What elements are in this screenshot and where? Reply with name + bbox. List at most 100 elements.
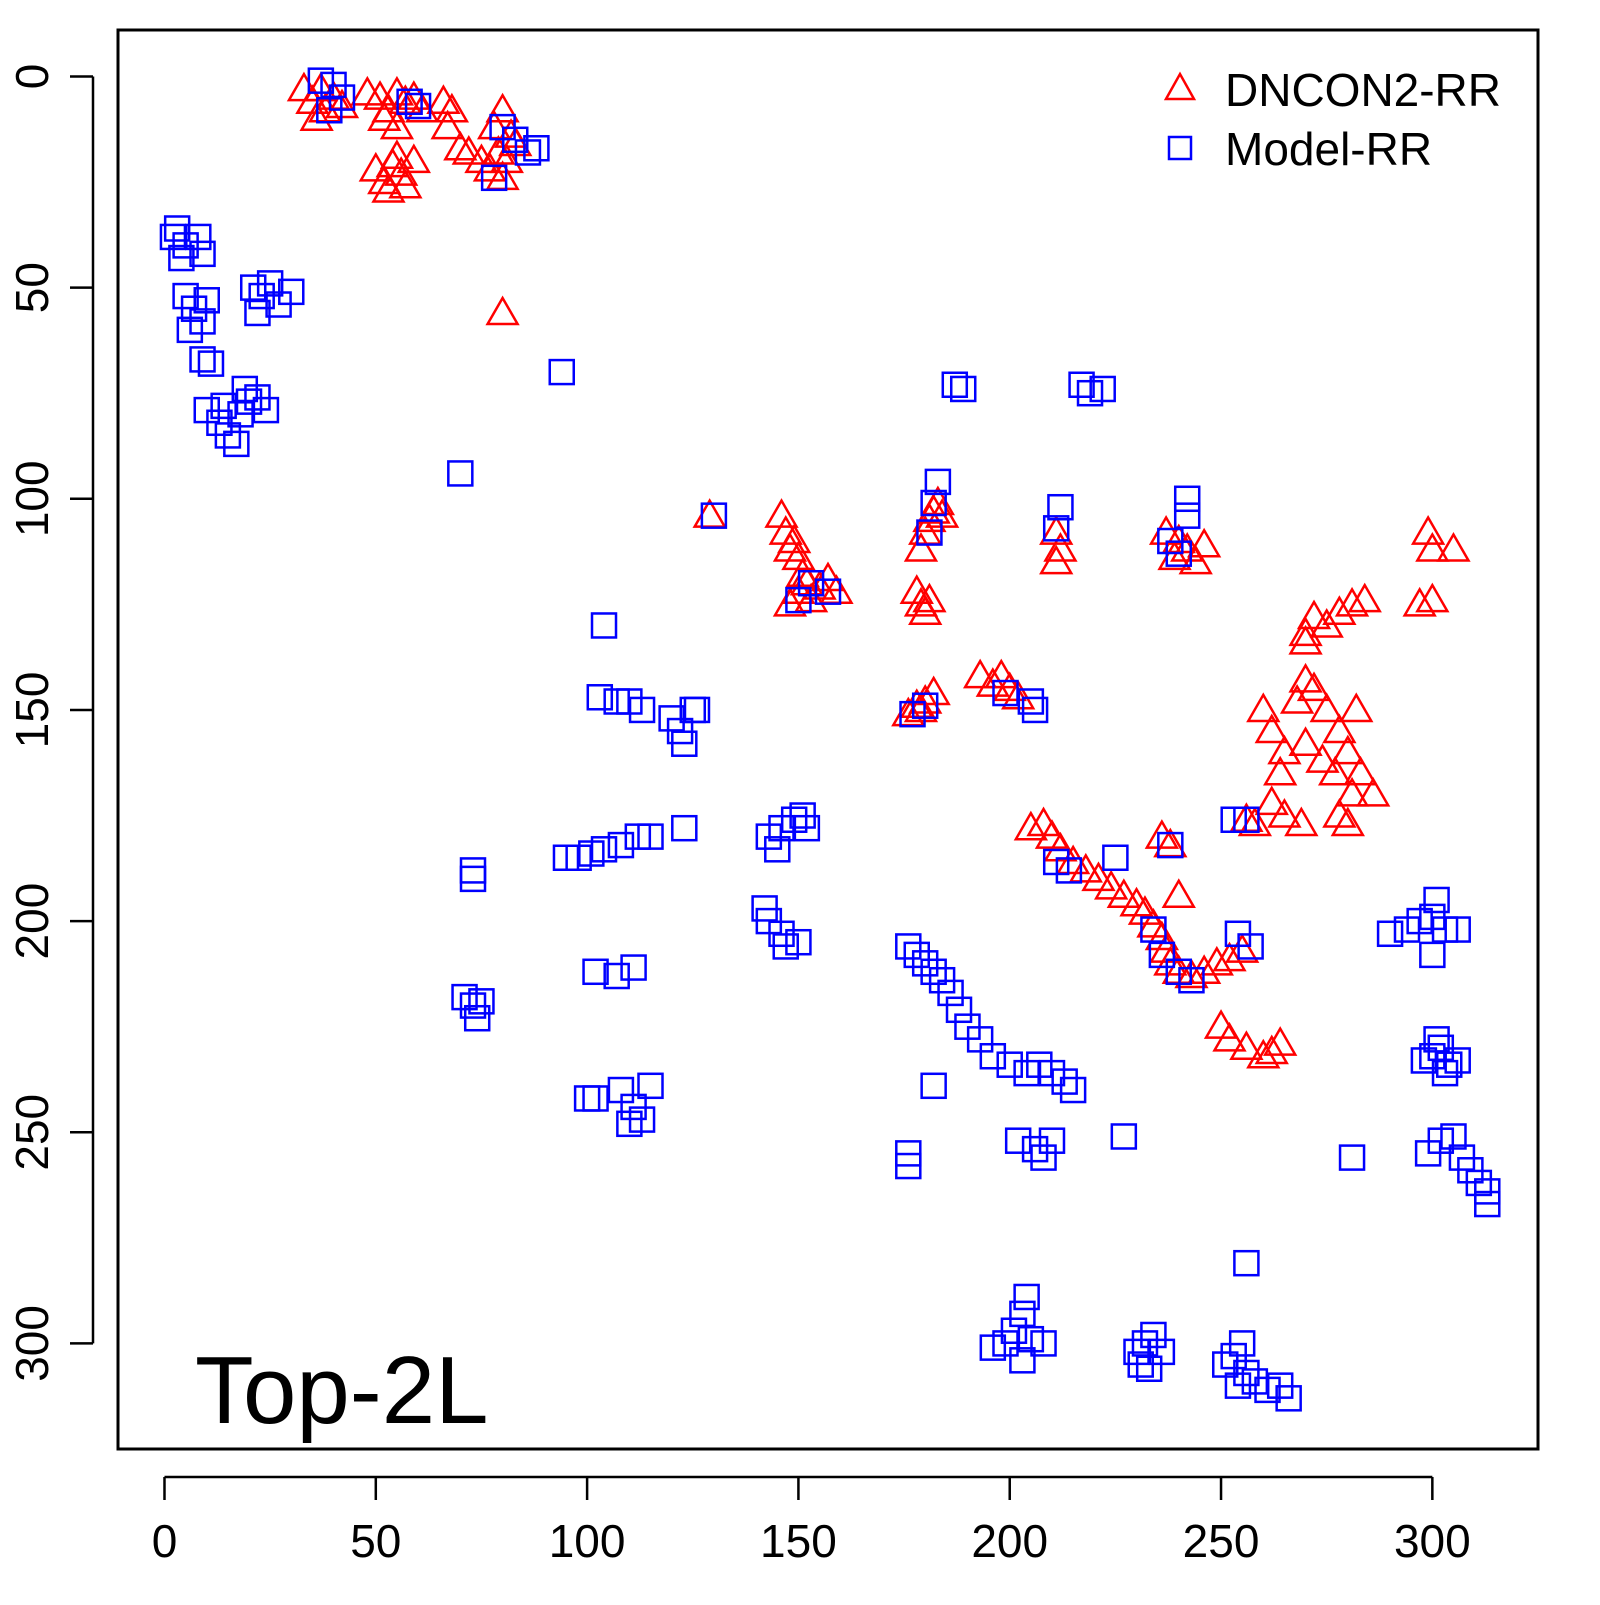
model-point	[582, 1085, 609, 1112]
dncon2-point	[1322, 595, 1357, 626]
model-point	[185, 223, 212, 251]
dncon2-point	[1305, 743, 1340, 773]
dncon2-point	[1330, 806, 1365, 837]
y-axis: 0 50 100 150 200 250 300	[6, 64, 95, 1382]
dncon2-point	[1415, 582, 1450, 613]
model-point	[920, 958, 947, 986]
model-point	[1068, 371, 1095, 398]
model-point	[176, 316, 204, 344]
model-point	[1224, 1372, 1252, 1399]
dncon2-point	[1246, 692, 1281, 723]
model-point	[1173, 485, 1201, 513]
model-point	[239, 274, 267, 301]
model-point	[911, 950, 939, 977]
dncon2-point	[903, 531, 939, 562]
model-point	[1059, 1076, 1087, 1104]
dncon2-point	[1068, 852, 1103, 883]
model-point	[1376, 920, 1404, 948]
dncon2-point	[772, 586, 808, 617]
model-point	[586, 684, 614, 711]
model-point	[895, 933, 922, 960]
model-point	[949, 375, 977, 403]
dncon2-point	[1343, 755, 1378, 786]
model-point	[1233, 1249, 1260, 1277]
dncon2-point	[1153, 945, 1188, 976]
dncon2-point	[1334, 586, 1370, 617]
model-point	[1131, 1330, 1159, 1357]
dncon2-point	[1212, 941, 1247, 972]
model-point	[945, 996, 973, 1024]
dncon2-point	[1288, 624, 1323, 655]
model-point	[590, 612, 618, 639]
dncon2-point	[1026, 806, 1061, 837]
model-point	[1127, 1351, 1154, 1378]
legend-label-model: Model-RR	[1225, 123, 1432, 175]
y-tick-label: 0	[6, 64, 58, 90]
dncon2-point	[1415, 531, 1450, 562]
dncon2-point	[1254, 785, 1289, 816]
model-point	[916, 519, 943, 546]
dncon2-point	[1186, 527, 1222, 558]
model-point	[447, 460, 474, 487]
dncon2-point	[1199, 945, 1234, 976]
dncon2-point	[1106, 878, 1141, 909]
y-tick-label: 50	[6, 262, 58, 313]
dncon2-point	[1093, 869, 1129, 900]
dncon2-point	[1309, 692, 1344, 723]
y-tick-label: 300	[6, 1305, 58, 1382]
dncon2-point	[485, 295, 520, 326]
model-point	[278, 278, 305, 306]
model-point	[1157, 831, 1184, 859]
model-point	[316, 96, 343, 124]
model-point	[244, 299, 271, 327]
dncon2-point	[1225, 933, 1260, 963]
dncon2-point	[1267, 798, 1302, 828]
model-point	[168, 244, 195, 272]
dncon2-point	[1254, 713, 1289, 744]
dncon2-point	[1161, 878, 1196, 909]
y-tick-label: 100	[6, 460, 58, 537]
x-tick-label: 100	[549, 1515, 626, 1567]
model-point	[992, 679, 1019, 707]
model-point	[920, 489, 947, 517]
dncon2-point	[1322, 713, 1357, 744]
model-point	[1165, 540, 1193, 567]
model-point	[637, 823, 664, 850]
dncon2-point	[1203, 1009, 1239, 1039]
dncon2-point	[1284, 806, 1319, 837]
model-point	[1465, 1169, 1493, 1197]
model-point	[1004, 1127, 1032, 1154]
dncon2-point	[1288, 662, 1323, 693]
dncon2-point	[962, 658, 998, 689]
model-point	[637, 1072, 664, 1100]
model-point	[1228, 1330, 1256, 1357]
model-point	[1038, 1127, 1066, 1154]
model-point	[620, 954, 647, 981]
dncon2-point	[1436, 531, 1471, 562]
model-point	[903, 941, 930, 969]
model-point	[523, 135, 550, 162]
dncon2-point	[379, 139, 415, 169]
dncon2-point	[1119, 886, 1154, 917]
model-point	[163, 215, 191, 242]
dncon2-point	[1144, 819, 1180, 849]
x-tick-label: 50	[350, 1515, 401, 1567]
model-point	[459, 857, 487, 884]
model-point	[590, 836, 618, 863]
dncon2-point	[1334, 776, 1370, 807]
dncon2-point	[481, 134, 516, 165]
x-tick-label: 0	[152, 1515, 178, 1567]
dncon2-point	[1339, 692, 1374, 723]
model-point	[252, 396, 280, 424]
y-tick-label: 150	[6, 672, 58, 749]
dncon2-point	[802, 569, 837, 600]
model-point	[607, 831, 635, 859]
model-point	[210, 392, 237, 420]
model-point	[1009, 1347, 1036, 1374]
dncon2-point	[1288, 616, 1323, 647]
model-point	[924, 468, 952, 496]
model-point	[996, 1051, 1023, 1078]
plot-frame	[116, 28, 1540, 1451]
model-point	[1275, 1385, 1302, 1412]
